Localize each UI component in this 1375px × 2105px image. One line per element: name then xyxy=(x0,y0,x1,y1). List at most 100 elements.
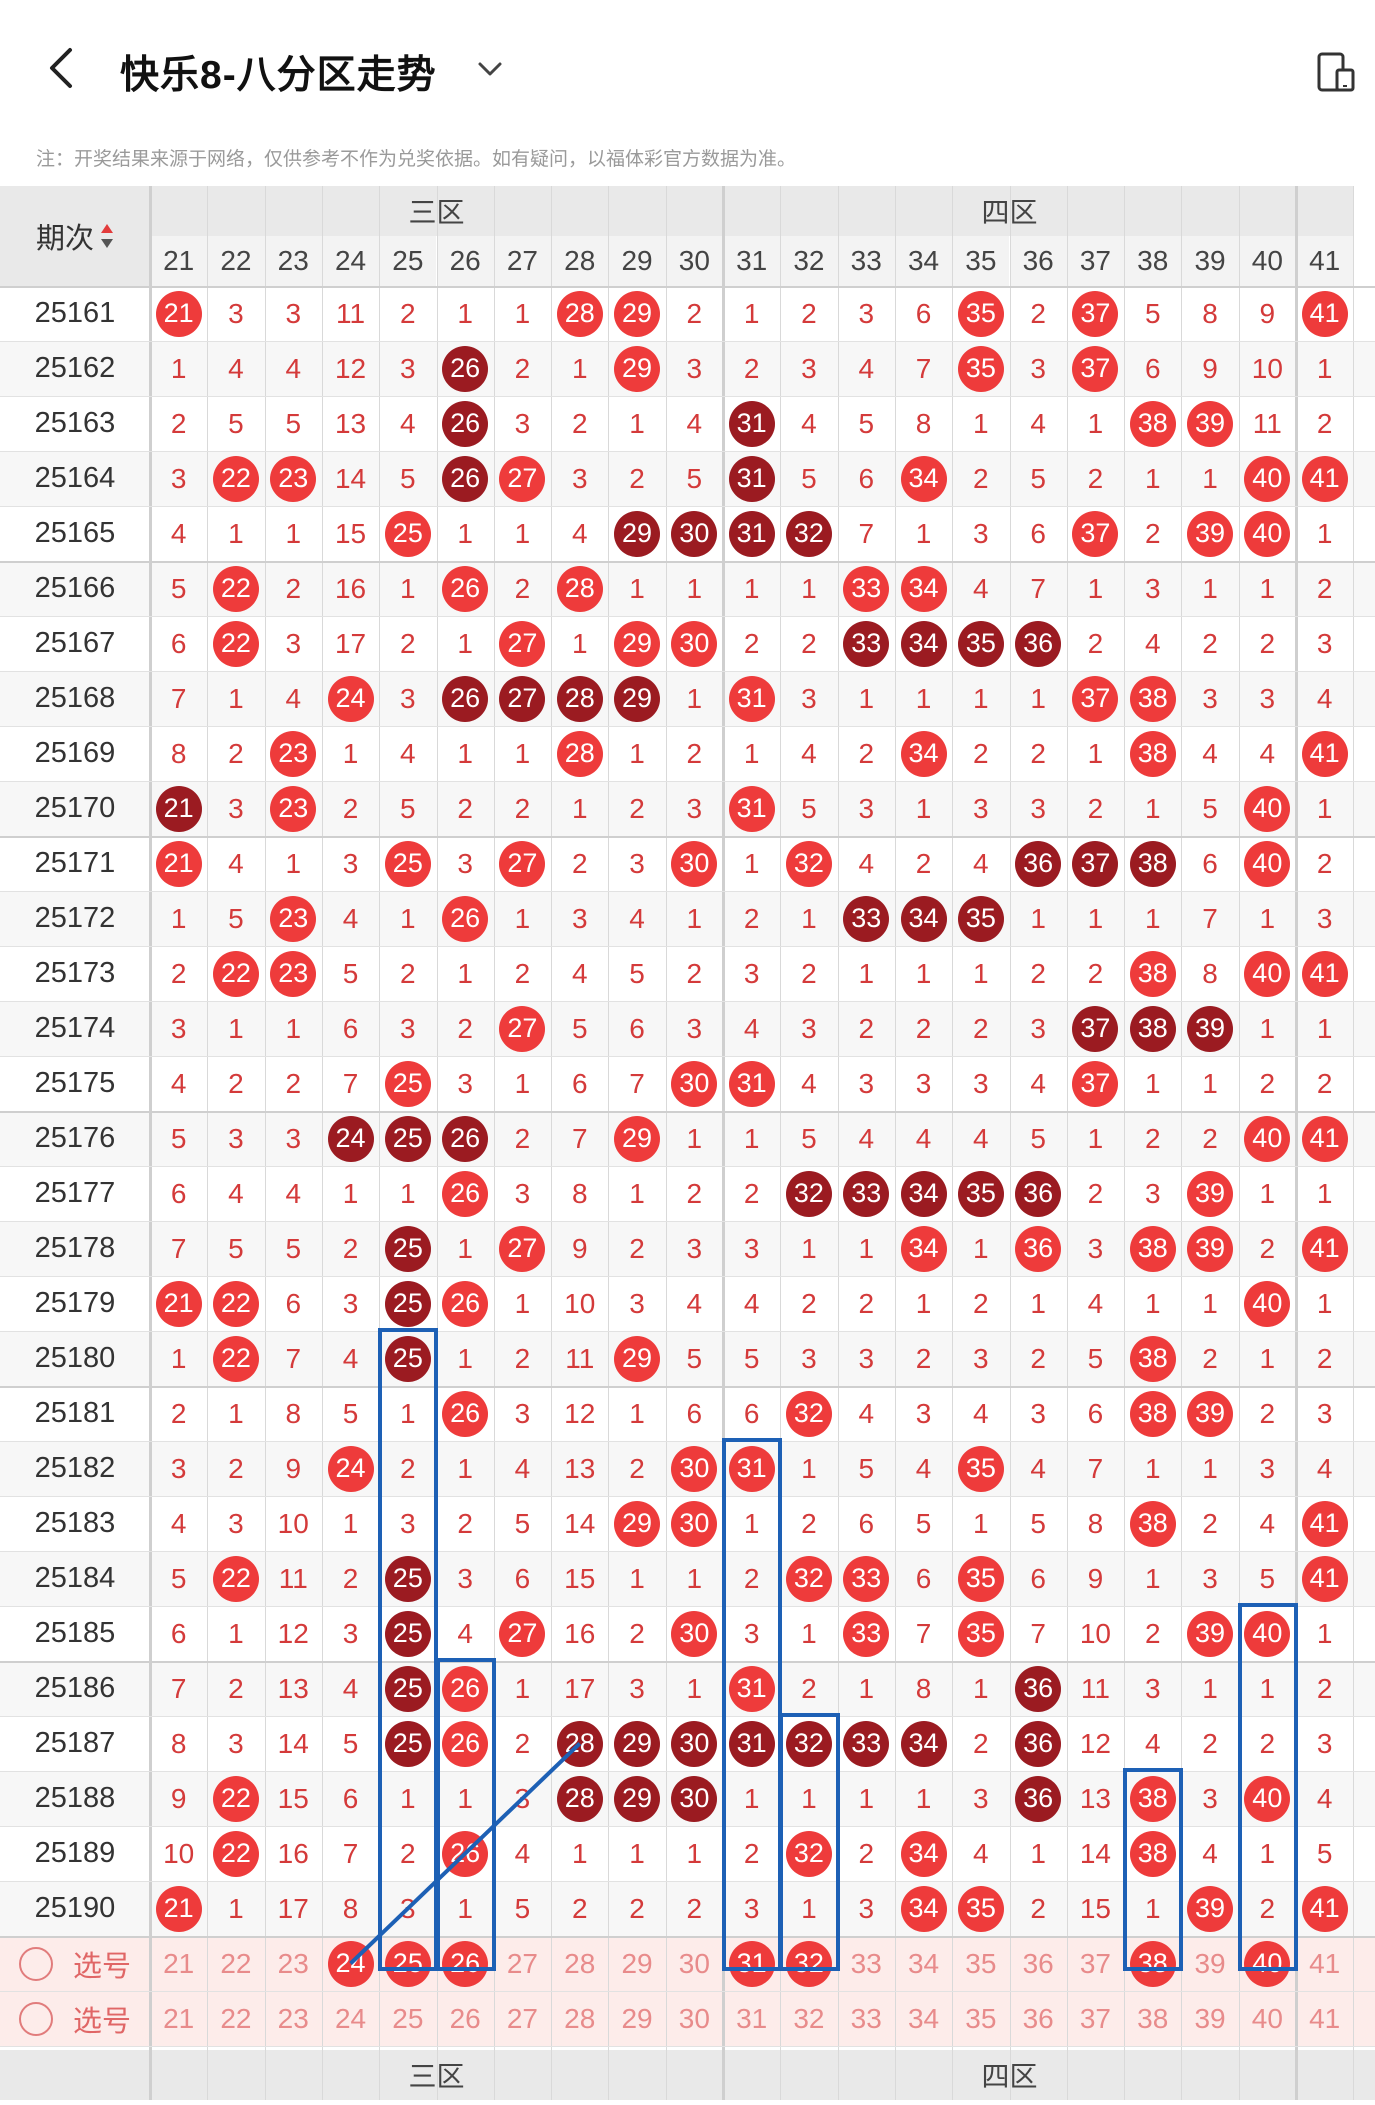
trend-cell: 6 xyxy=(322,1001,379,1056)
pick-number[interactable]: 32 xyxy=(793,2002,825,2034)
pick-number-cell[interactable]: 27 xyxy=(494,1991,551,2046)
pick-number-cell[interactable]: 41 xyxy=(1296,1936,1353,1991)
device-switch-button[interactable] xyxy=(1311,48,1359,96)
back-button[interactable] xyxy=(36,38,86,98)
pick-number[interactable]: 33 xyxy=(850,2002,882,2034)
pick-number[interactable]: 27 xyxy=(506,2002,539,2034)
pick-number-cell[interactable]: 35 xyxy=(952,1936,1009,1991)
pick-number[interactable]: 29 xyxy=(621,2002,653,2034)
pick-number-cell[interactable]: 32 xyxy=(780,1991,837,2046)
pick-number[interactable]: 23 xyxy=(277,1947,309,1979)
pick-number-cell[interactable]: 40 xyxy=(1239,1936,1296,1991)
trend-cell: 12 xyxy=(265,1606,322,1661)
pick-number-cell[interactable]: 39 xyxy=(1181,1991,1238,2046)
pick-number[interactable]: 35 xyxy=(965,2002,997,2034)
pick-number[interactable]: 28 xyxy=(564,1947,596,1979)
pick-number-cell[interactable]: 30 xyxy=(666,1991,723,2046)
trend-cell: 4 xyxy=(895,1441,952,1496)
pick-number-cell[interactable]: 29 xyxy=(608,1936,665,1991)
pick-number-cell[interactable]: 37 xyxy=(1067,1991,1124,2046)
pick-number-cell[interactable]: 25 xyxy=(379,1936,436,1991)
pick-number[interactable]: 24 xyxy=(334,2002,367,2034)
pick-number[interactable]: 39 xyxy=(1194,1947,1226,1979)
pick-number-cell[interactable]: 32 xyxy=(780,1936,837,1991)
pick-number-cell[interactable]: 40 xyxy=(1239,1991,1296,2046)
pick-number-cell[interactable]: 29 xyxy=(608,1991,665,2046)
pick-number-cell[interactable]: 26 xyxy=(437,1936,494,1991)
pick-number[interactable]: 28 xyxy=(564,2002,596,2034)
pick-number[interactable]: 41 xyxy=(1309,1947,1341,1979)
pick-number-cell[interactable]: 26 xyxy=(437,1991,494,2046)
pick-number[interactable]: 36 xyxy=(1022,2002,1054,2034)
pick-number-cell[interactable]: 23 xyxy=(265,1991,322,2046)
pick-number-cell[interactable]: 33 xyxy=(838,1991,895,2046)
selected-number-ball[interactable]: 32 xyxy=(785,1940,832,1987)
pick-number[interactable]: 21 xyxy=(163,1947,195,1979)
pick-number-cell[interactable]: 35 xyxy=(952,1991,1009,2046)
pick-number[interactable]: 40 xyxy=(1251,2002,1283,2034)
pick-number[interactable]: 27 xyxy=(506,1947,539,1979)
omission-count: 1 xyxy=(629,1177,645,1209)
pick-number-cell[interactable]: 37 xyxy=(1067,1936,1124,1991)
pick-number-cell[interactable]: 38 xyxy=(1124,1936,1181,1991)
pick-number-cell[interactable]: 28 xyxy=(551,1936,608,1991)
selected-number-ball[interactable]: 26 xyxy=(442,1940,489,1987)
pick-number-cell[interactable]: 41 xyxy=(1296,1991,1353,2046)
pick-number[interactable]: 31 xyxy=(736,2002,768,2034)
pick-number-cell[interactable]: 30 xyxy=(666,1936,723,1991)
pick-number[interactable]: 36 xyxy=(1022,1947,1054,1979)
pick-number[interactable]: 37 xyxy=(1079,2002,1112,2034)
pick-number-cell[interactable]: 25 xyxy=(379,1991,436,2046)
selected-number-ball[interactable]: 40 xyxy=(1244,1940,1291,1987)
pick-number-cell[interactable]: 28 xyxy=(551,1991,608,2046)
pick-number[interactable]: 25 xyxy=(392,2002,424,2034)
pick-number-cell[interactable]: 33 xyxy=(838,1936,895,1991)
pick-number-cell[interactable]: 23 xyxy=(265,1936,322,1991)
pick-number-cell[interactable]: 36 xyxy=(1010,1936,1067,1991)
pick-number-cell[interactable]: 34 xyxy=(895,1991,952,2046)
pick-number[interactable]: 41 xyxy=(1309,2002,1341,2034)
omission-count: 3 xyxy=(1087,1232,1104,1264)
pick-number-cell[interactable]: 21 xyxy=(150,1991,207,2046)
pick-radio-button[interactable] xyxy=(18,2001,53,2036)
pick-number-cell[interactable]: 31 xyxy=(723,1936,780,1991)
selected-number-ball[interactable]: 31 xyxy=(728,1940,775,1987)
drawn-number-ball: 38 xyxy=(1129,840,1176,887)
trend-cell: 4 xyxy=(1239,726,1296,781)
period-sort-header[interactable]: 期次 xyxy=(0,186,150,286)
pick-number[interactable]: 21 xyxy=(163,2002,195,2034)
selected-number-ball[interactable]: 25 xyxy=(384,1940,431,1987)
pick-number[interactable]: 22 xyxy=(220,1947,252,1979)
pick-number-cell[interactable]: 36 xyxy=(1010,1991,1067,2046)
drawn-number-ball: 39 xyxy=(1187,1885,1234,1932)
pick-number-cell[interactable]: 27 xyxy=(494,1936,551,1991)
pick-number-cell[interactable]: 22 xyxy=(207,1991,264,2046)
trend-cell: 4 xyxy=(551,506,608,561)
pick-number[interactable]: 37 xyxy=(1079,1947,1112,1979)
selected-number-ball[interactable]: 38 xyxy=(1129,1940,1176,1987)
pick-number[interactable]: 26 xyxy=(449,2002,481,2034)
pick-number[interactable]: 34 xyxy=(907,2002,940,2034)
pick-number-cell[interactable]: 39 xyxy=(1181,1936,1238,1991)
pick-number-cell[interactable]: 38 xyxy=(1124,1991,1181,2046)
pick-number[interactable]: 33 xyxy=(850,1947,882,1979)
pick-number-cell[interactable]: 34 xyxy=(895,1936,952,1991)
omission-count: 4 xyxy=(228,847,244,879)
pick-number[interactable]: 23 xyxy=(277,2002,309,2034)
pick-number-cell[interactable]: 31 xyxy=(723,1991,780,2046)
pick-number[interactable]: 30 xyxy=(678,1947,710,1979)
pick-number[interactable]: 39 xyxy=(1194,2002,1226,2034)
pick-number[interactable]: 30 xyxy=(678,2002,710,2034)
pick-number[interactable]: 34 xyxy=(907,1947,940,1979)
pick-number-cell[interactable]: 22 xyxy=(207,1936,264,1991)
pick-number-cell[interactable]: 24 xyxy=(322,1936,379,1991)
pick-number-cell[interactable]: 24 xyxy=(322,1991,379,2046)
pick-radio-button[interactable] xyxy=(18,1946,53,1981)
pick-number[interactable]: 38 xyxy=(1137,2002,1169,2034)
pick-number[interactable]: 22 xyxy=(220,2002,252,2034)
pick-number[interactable]: 29 xyxy=(621,1947,653,1979)
title-dropdown-button[interactable] xyxy=(470,52,510,88)
selected-number-ball[interactable]: 24 xyxy=(327,1940,374,1987)
pick-number[interactable]: 35 xyxy=(965,1947,997,1979)
pick-number-cell[interactable]: 21 xyxy=(150,1936,207,1991)
